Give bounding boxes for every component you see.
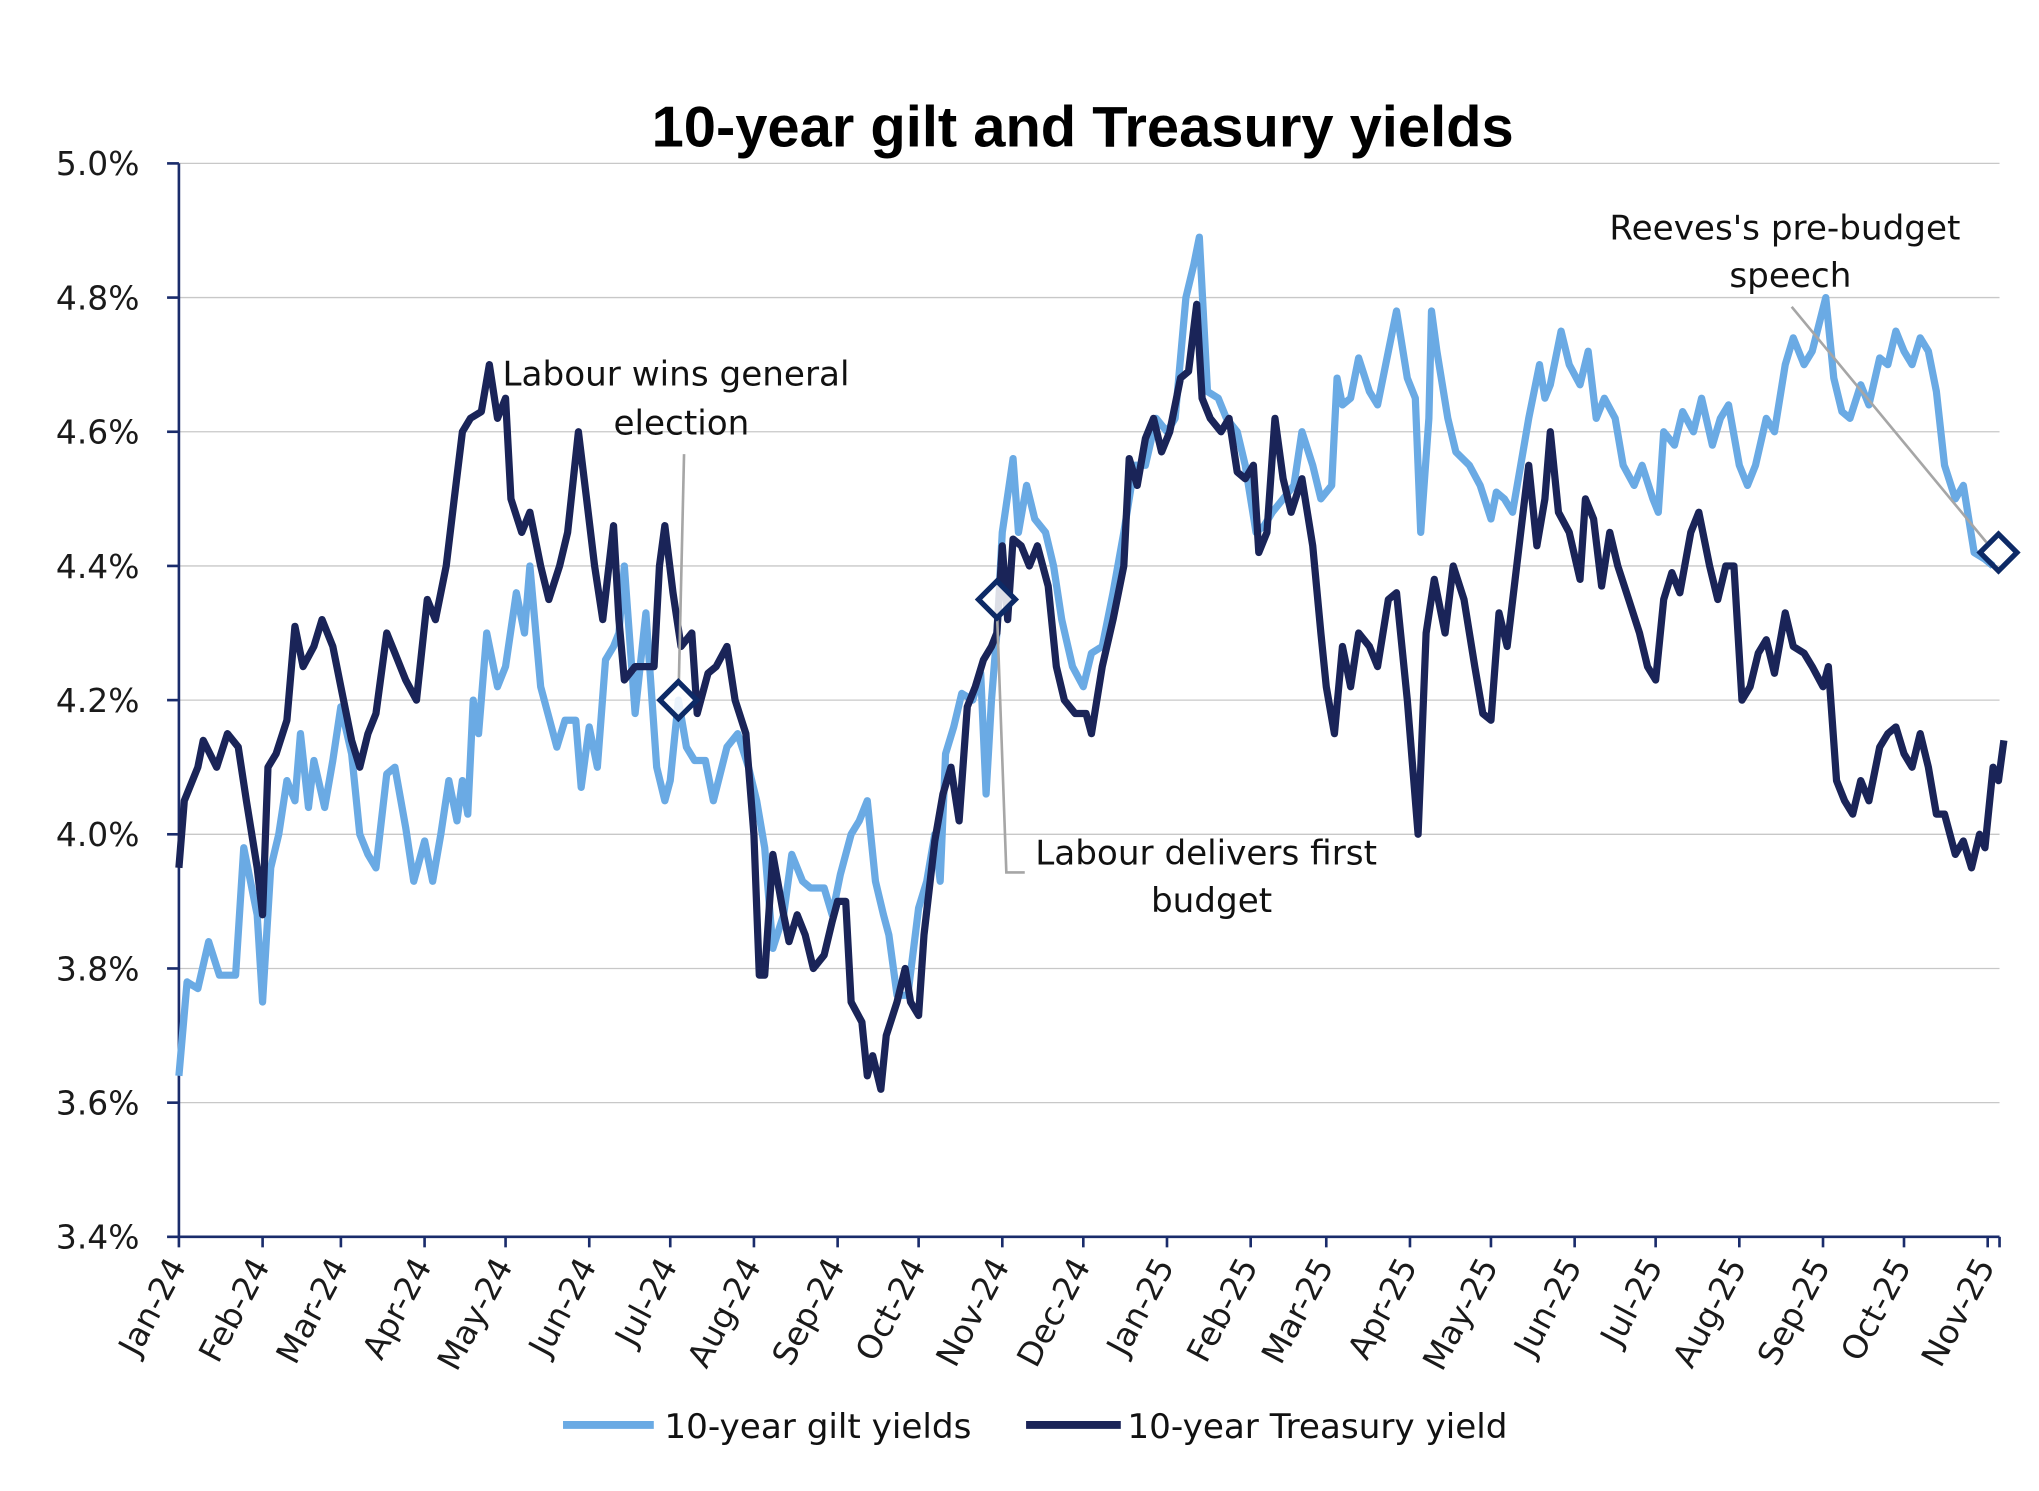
x-tick-label: Aug-25 <box>1665 1251 1755 1373</box>
legend-label-gilt: 10-year gilt yields <box>664 1407 971 1447</box>
series-lines <box>175 233 2008 1093</box>
x-tick-label: Nov-25 <box>1913 1251 2002 1373</box>
annotation-election-line2: election <box>613 403 749 443</box>
x-tick-label: Jul-24 <box>606 1251 685 1354</box>
annotation-election-line1: Labour wins general <box>503 355 850 395</box>
annotation-budget: Labour delivers first budget <box>1035 834 1388 921</box>
annotation-reeves-line1: Reeves's pre-budget <box>1609 209 1960 249</box>
x-tick-label: Feb-24 <box>191 1251 278 1368</box>
annotation-reeves-line2: speech <box>1729 256 1851 296</box>
legend-label-treasury: 10-year Treasury yield <box>1127 1407 1507 1447</box>
annotation-election: Labour wins general election <box>503 355 861 444</box>
x-tick-label: Apr-25 <box>1340 1251 1425 1365</box>
gilt-yield-line <box>175 233 1996 1077</box>
annotation-marker-diamond <box>974 577 1020 622</box>
x-tick-label: Jul-25 <box>1591 1251 1670 1354</box>
x-tick-label: Oct-25 <box>1833 1251 1919 1367</box>
annotation-reeves: Reeves's pre-budget speech <box>1609 209 1971 296</box>
legend: 10-year gilt yields 10-year Treasury yie… <box>563 1407 1507 1447</box>
y-tick-label: 3.6% <box>56 1083 140 1122</box>
y-tick-label: 4.2% <box>56 681 140 720</box>
annotations: Labour wins general election Labour deli… <box>503 209 2021 921</box>
x-tick-label: Jan-25 <box>1098 1251 1182 1363</box>
x-tick-label: May-25 <box>1415 1251 1506 1376</box>
annotation-marker-diamond <box>656 677 701 723</box>
y-tick-label: 4.8% <box>56 278 140 317</box>
treasury-yield-line <box>175 300 2008 1093</box>
x-tick-label: Aug-24 <box>679 1251 769 1373</box>
x-tick-label: Jun-25 <box>1505 1251 1590 1364</box>
x-tick-label: Mar-24 <box>268 1251 356 1370</box>
x-tick-label: Jun-24 <box>520 1251 605 1364</box>
x-tick-label: Mar-25 <box>1253 1251 1341 1370</box>
x-tick-label: Nov-24 <box>928 1251 1017 1373</box>
annotation-marker-diamond <box>1976 530 2021 575</box>
y-axis: 3.4% 3.6% 3.8% 4.0% 4.2% 4.4% 4.6% 4.8% 5.0% <box>56 144 181 1257</box>
y-tick-label: 4.4% <box>56 547 140 586</box>
x-tick-label: Jan-24 <box>109 1251 193 1363</box>
x-tick-label: Oct-24 <box>847 1251 933 1367</box>
gridlines <box>178 162 2000 1104</box>
y-tick-label: 3.4% <box>56 1218 140 1257</box>
annotation-leader-line <box>677 454 686 685</box>
chart-title: 10-year gilt and Treasury yields <box>652 95 1514 159</box>
x-tick-label: Apr-24 <box>354 1251 439 1365</box>
annotation-budget-line1: Labour delivers first <box>1035 834 1377 874</box>
y-tick-label: 4.6% <box>56 413 140 452</box>
x-tick-label: Sep-25 <box>1749 1251 1838 1371</box>
annotation-leader-line <box>995 615 1025 874</box>
y-tick-label: 5.0% <box>56 144 140 183</box>
annotation-budget-line2: budget <box>1151 881 1272 921</box>
x-tick-label: May-24 <box>429 1251 520 1376</box>
x-tick-label: Sep-24 <box>764 1251 853 1371</box>
y-tick-label: 4.0% <box>56 815 140 854</box>
y-tick-label: 3.8% <box>56 949 140 988</box>
annotation-leader-line <box>1790 305 1988 544</box>
x-tick-label: Dec-24 <box>1009 1251 1099 1373</box>
